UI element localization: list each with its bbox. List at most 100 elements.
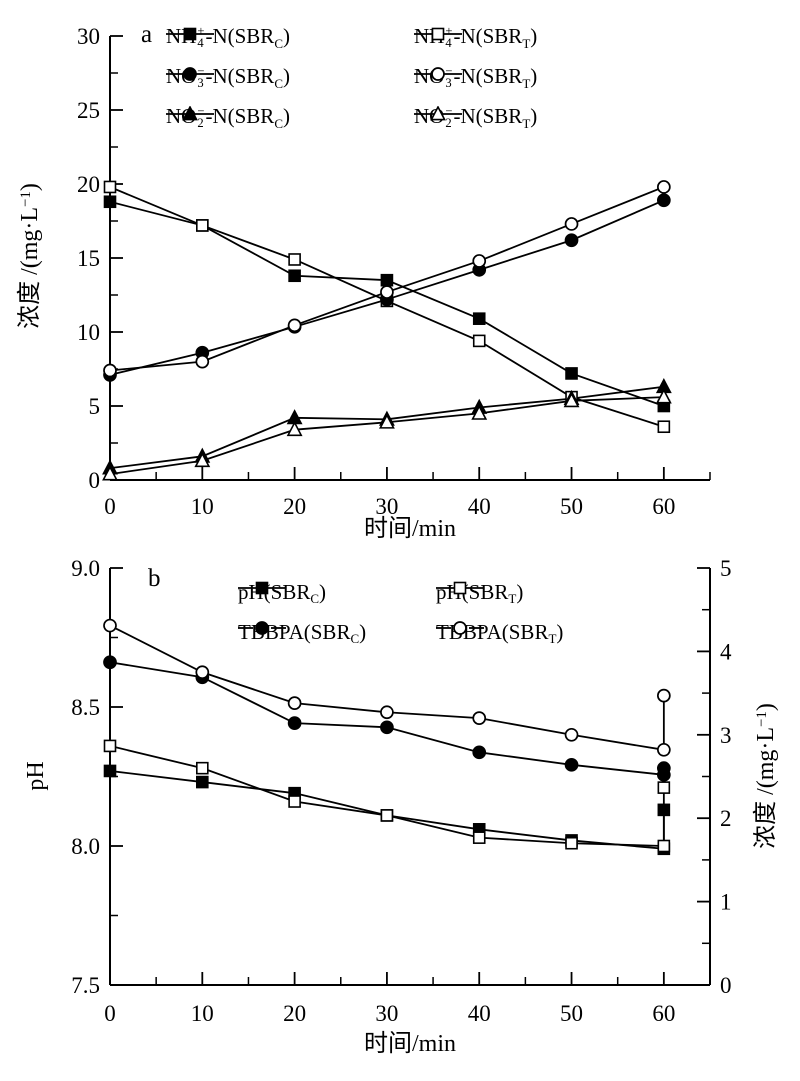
marker-NO3--N(SBRT) [287,318,302,333]
marker-TBBPA(SBRT) [195,665,210,680]
marker-TBBPA(SBRT) [103,618,117,633]
x-tick-label: 30 [375,1001,398,1026]
marker-NH4+-N(SBRT) [657,420,671,434]
right-y-tick-label: 4 [720,639,732,664]
triangle-open-legend-key-icon [414,106,462,121]
marker-pH(SBRT) [196,761,209,775]
marker-NH4+-N(SBRT) [472,334,486,348]
legend-label: NO −3 -N(SBRT) [414,64,538,92]
marker-NO2--N(SBRT) [194,452,211,468]
legend-item-nh4-n-sbrt-: NH +4 -N(SBRT) [414,25,537,50]
legend-marker-TBBPA(SBRT) [453,621,467,635]
marker-NO3--N(SBRT) [380,285,394,299]
circle-open-legend-key-icon [414,67,462,81]
y-tick-label: 8.5 [71,695,100,720]
right-y-tick-label: 2 [720,806,732,831]
marker-extra-pH(SBRT) [657,781,671,794]
legend-marker-NO2--N(SBRC) [182,106,198,121]
marker-extra-TBBPA(SBRT) [656,688,671,703]
legend-item-no2-n-sbrc-: NO −2 -N(SBRC) [166,105,290,130]
triangle-filled-legend-key-icon [166,106,214,121]
marker-pH(SBRC) [103,764,117,778]
x-tick-label: 20 [283,1001,306,1026]
legend-item-no3-n-sbrc-: NO −3 -N(SBRC) [166,65,290,90]
y-tick-label: 7.5 [71,973,100,998]
circle-filled-legend-key-icon [238,621,286,635]
right-y-tick-label: 0 [720,973,732,998]
square-filled-legend-key-icon [166,27,214,41]
marker-pH(SBRT) [565,836,578,850]
marker-TBBPA(SBRC) [564,757,579,772]
marker-extra-TBBPA(SBRC) [656,761,671,776]
x-tick-label: 60 [652,1001,675,1026]
y-tick-label: 30 [77,24,100,49]
marker-NO3--N(SBRC) [564,233,579,248]
x-tick-label: 30 [375,494,398,519]
legend-marker-NO3--N(SBRT) [431,67,445,81]
x-tick-label: 50 [560,494,583,519]
legend-label: NO −2 -N(SBRT) [414,104,538,132]
series-line-pH(SBRT) [109,745,664,847]
marker-NO3--N(SBRT) [195,354,210,369]
legend-item-tbbpa-sbrc-: TBBPA(SBRC) [238,620,366,645]
marker-NO3--N(SBRT) [103,363,117,378]
marker-NH4+-N(SBRC) [380,273,394,287]
legend-marker-NH4+-N(SBRC) [183,27,197,41]
marker-NO3--N(SBRT) [472,254,487,268]
marker-NH4+-N(SBRC) [565,367,578,380]
y-tick-label: 20 [77,172,100,197]
marker-pH(SBRT) [657,839,671,853]
y-tick-label: 0 [89,468,101,493]
marker-TBBPA(SBRT) [380,705,394,720]
y-tick-label: 5 [89,394,101,419]
x-tick-label: 40 [468,494,491,519]
legend-marker-pH(SBRT) [453,581,467,595]
marker-pH(SBRT) [380,809,394,822]
right-y-tick-label: 1 [720,890,732,915]
marker-NO2--N(SBRT) [379,413,395,429]
circle-filled-legend-key-icon [166,67,214,81]
marker-extra-pH(SBRC) [657,803,671,817]
legend-marker-NH4+-N(SBRT) [431,27,445,41]
marker-pH(SBRC) [196,775,209,789]
panel-a-y-axis-label: 浓度 /(mg·L−1) [17,183,43,329]
marker-NH4+-N(SBRC) [103,195,117,209]
legend-item-ph-sbrc-: pH(SBRC) [238,580,326,605]
marker-NO2--N(SBRT) [563,392,580,408]
x-tick-label: 20 [283,494,306,519]
panel-b-letter: b [148,565,161,592]
right-y-tick-label: 5 [720,556,732,581]
series-line-NO2--N(SBRT) [109,396,664,475]
marker-NH4+-N(SBRC) [288,269,301,283]
x-tick-label: 60 [652,494,675,519]
marker-TBBPA(SBRC) [287,716,302,730]
marker-TBBPA(SBRC) [472,745,487,760]
legend-item-no2-n-sbrt-: NO −2 -N(SBRT) [414,104,538,132]
marker-TBBPA(SBRT) [656,742,671,757]
legend-marker-NO3--N(SBRC) [183,67,197,81]
x-tick-label: 40 [468,1001,491,1026]
legend-label: NH +4 -N(SBRC) [166,24,290,52]
y-tick-label: 8.0 [71,834,100,859]
panel-b-right-y-axis-label: 浓度 /(mg·L−1) [753,703,779,849]
x-tick-label: 10 [191,494,214,519]
marker-pH(SBRT) [103,739,117,753]
marker-NO3--N(SBRC) [656,193,671,208]
marker-NO2--N(SBRT) [471,404,488,420]
marker-pH(SBRT) [288,795,301,808]
y-tick-label: 15 [77,246,100,271]
marker-NO2--N(SBRT) [655,388,672,404]
square-open-legend-key-icon [414,27,462,41]
panel-a-x-axis-label: 时间/min [363,516,457,542]
square-filled-legend-key-icon [238,581,286,595]
square-open-legend-key-icon [436,581,484,595]
legend-marker-pH(SBRC) [255,581,269,595]
legend-item-tbbpa-sbrt-: TBBPA(SBRT) [436,620,563,645]
marker-TBBPA(SBRT) [472,711,487,725]
panel-a: 0 5 10 15 20 25 30 0 10 20 30 40 50 60 [77,24,711,519]
marker-NH4+-N(SBRC) [472,312,486,325]
marker-NO2--N(SBRT) [102,465,118,481]
